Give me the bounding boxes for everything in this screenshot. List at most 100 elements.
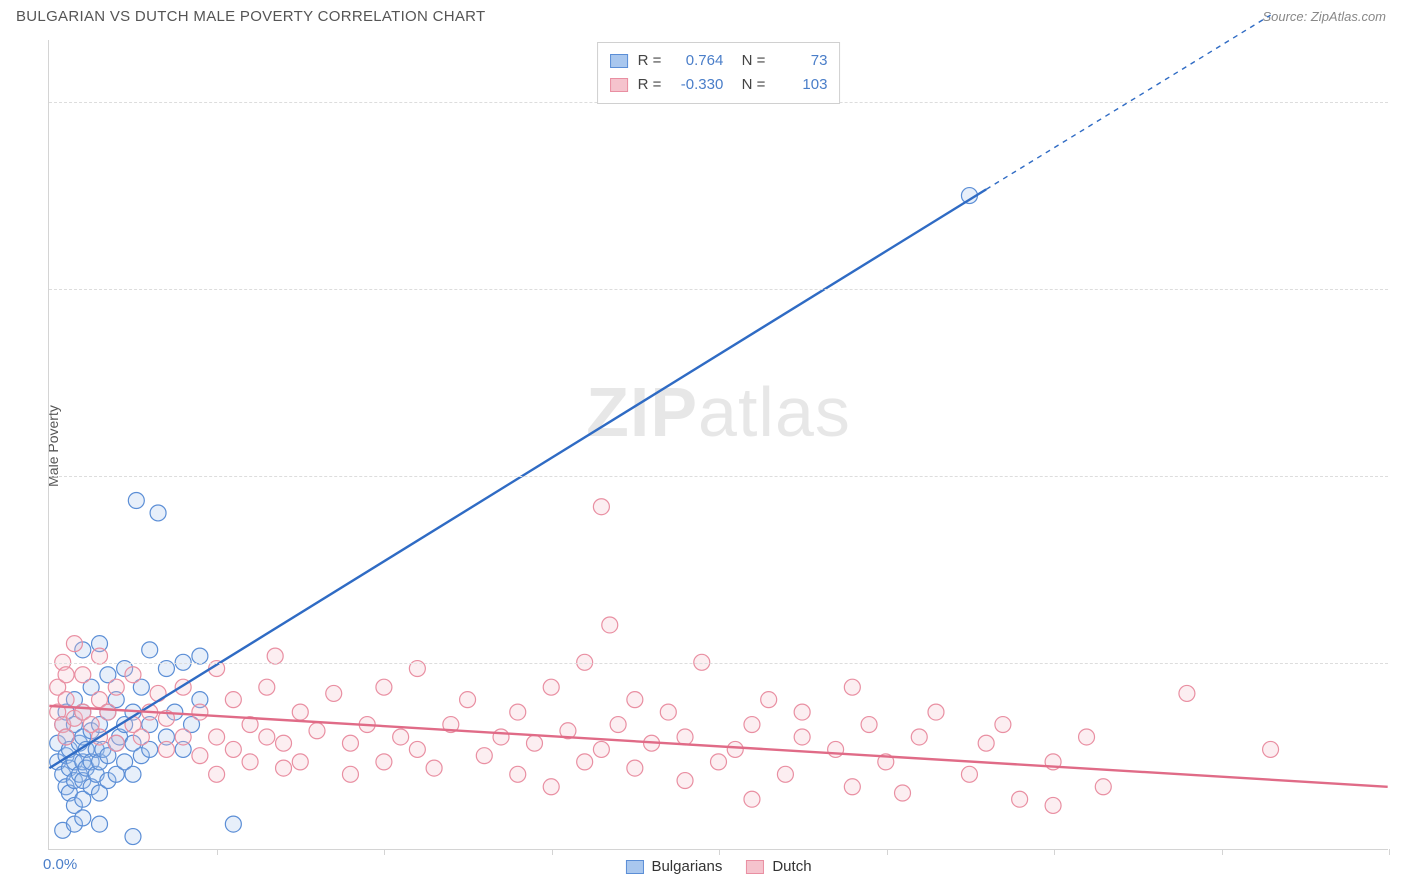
data-point-dutch — [744, 791, 760, 807]
data-point-dutch — [342, 735, 358, 751]
source-label: Source: ZipAtlas.com — [1262, 9, 1386, 24]
data-point-bulgarians — [225, 816, 241, 832]
series-legend: Bulgarians Dutch — [625, 858, 811, 875]
data-point-dutch — [1179, 685, 1195, 701]
data-point-dutch — [100, 704, 116, 720]
data-point-dutch — [660, 704, 676, 720]
y-tick-label: 30.0% — [1395, 468, 1406, 485]
data-point-dutch — [1045, 797, 1061, 813]
data-point-dutch — [861, 717, 877, 733]
data-point-dutch — [526, 735, 542, 751]
data-point-bulgarians — [192, 648, 208, 664]
data-point-dutch — [292, 754, 308, 770]
data-point-bulgarians — [128, 493, 144, 509]
data-point-dutch — [276, 735, 292, 751]
r-value-bulgarians: 0.764 — [671, 49, 723, 73]
data-point-dutch — [677, 773, 693, 789]
swatch-bulgarians — [610, 54, 628, 68]
data-point-dutch — [225, 741, 241, 757]
data-point-dutch — [510, 766, 526, 782]
data-point-dutch — [108, 679, 124, 695]
data-point-dutch — [794, 729, 810, 745]
data-point-dutch — [108, 735, 124, 751]
data-point-bulgarians — [75, 810, 91, 826]
data-point-dutch — [602, 617, 618, 633]
data-point-dutch — [761, 692, 777, 708]
data-point-dutch — [66, 636, 82, 652]
data-point-dutch — [92, 648, 108, 664]
stats-row-dutch: R = -0.330 N = 103 — [610, 73, 828, 97]
data-point-dutch — [376, 679, 392, 695]
data-point-dutch — [209, 766, 225, 782]
n-label: N = — [733, 73, 765, 97]
data-point-dutch — [844, 679, 860, 695]
data-point-dutch — [342, 766, 358, 782]
x-tick-start: 0.0% — [43, 856, 77, 873]
data-point-dutch — [242, 754, 258, 770]
data-point-dutch — [543, 679, 559, 695]
data-point-dutch — [58, 729, 74, 745]
data-point-dutch — [493, 729, 509, 745]
scatter-svg — [49, 40, 1388, 849]
data-point-dutch — [593, 741, 609, 757]
header: BULGARIAN VS DUTCH MALE POVERTY CORRELAT… — [0, 0, 1406, 35]
data-point-dutch — [192, 704, 208, 720]
data-point-dutch — [209, 729, 225, 745]
data-point-dutch — [393, 729, 409, 745]
data-point-dutch — [711, 754, 727, 770]
data-point-dutch — [75, 667, 91, 683]
data-point-dutch — [259, 679, 275, 695]
data-point-dutch — [326, 685, 342, 701]
data-point-dutch — [610, 717, 626, 733]
data-point-bulgarians — [125, 766, 141, 782]
data-point-dutch — [928, 704, 944, 720]
data-point-dutch — [895, 785, 911, 801]
y-tick-label: 15.0% — [1395, 655, 1406, 672]
data-point-dutch — [58, 667, 74, 683]
data-point-dutch — [727, 741, 743, 757]
swatch-bulgarians — [625, 860, 643, 874]
data-point-dutch — [476, 748, 492, 764]
data-point-dutch — [426, 760, 442, 776]
legend-label-bulgarians: Bulgarians — [651, 858, 722, 875]
data-point-bulgarians — [142, 642, 158, 658]
chart-plot-area: ZIPatlas R = 0.764 N = 73 R = -0.330 N =… — [48, 40, 1388, 850]
data-point-dutch — [192, 748, 208, 764]
n-value-bulgarians: 73 — [775, 49, 827, 73]
data-point-dutch — [133, 729, 149, 745]
swatch-dutch — [610, 78, 628, 92]
data-point-dutch — [911, 729, 927, 745]
data-point-dutch — [309, 723, 325, 739]
chart-title: BULGARIAN VS DUTCH MALE POVERTY CORRELAT… — [16, 8, 486, 25]
data-point-dutch — [577, 754, 593, 770]
legend-item-dutch: Dutch — [746, 858, 811, 875]
r-label: R = — [638, 49, 662, 73]
data-point-dutch — [794, 704, 810, 720]
trend-line-bulgarians — [49, 189, 986, 768]
data-point-dutch — [978, 735, 994, 751]
data-point-bulgarians — [150, 505, 166, 521]
data-point-dutch — [267, 648, 283, 664]
legend-label-dutch: Dutch — [772, 858, 811, 875]
data-point-dutch — [1095, 779, 1111, 795]
data-point-dutch — [828, 741, 844, 757]
data-point-dutch — [961, 766, 977, 782]
data-point-dutch — [1263, 741, 1279, 757]
data-point-dutch — [677, 729, 693, 745]
y-tick-label: 60.0% — [1395, 94, 1406, 111]
n-value-dutch: 103 — [775, 73, 827, 97]
data-point-dutch — [844, 779, 860, 795]
data-point-dutch — [276, 760, 292, 776]
n-label: N = — [733, 49, 765, 73]
stats-legend: R = 0.764 N = 73 R = -0.330 N = 103 — [597, 42, 841, 104]
data-point-dutch — [1012, 791, 1028, 807]
trend-line-dutch — [49, 706, 1387, 787]
data-point-dutch — [292, 704, 308, 720]
legend-item-bulgarians: Bulgarians — [625, 858, 722, 875]
y-tick-label: 45.0% — [1395, 281, 1406, 298]
swatch-dutch — [746, 860, 764, 874]
data-point-dutch — [175, 729, 191, 745]
data-point-bulgarians — [125, 829, 141, 845]
data-point-dutch — [460, 692, 476, 708]
data-point-dutch — [125, 667, 141, 683]
